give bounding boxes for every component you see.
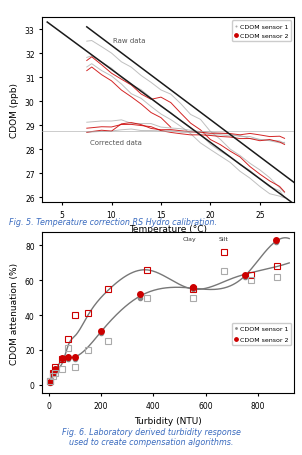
Text: Fig. 5. Temperature correction RS Hydro calibration.: Fig. 5. Temperature correction RS Hydro … bbox=[9, 217, 217, 226]
Y-axis label: CDOM (ppb): CDOM (ppb) bbox=[10, 83, 19, 138]
X-axis label: Turbidity (NTU): Turbidity (NTU) bbox=[134, 416, 202, 425]
Y-axis label: CDOM attenuation (%): CDOM attenuation (%) bbox=[10, 262, 19, 364]
Text: Corrected data: Corrected data bbox=[90, 140, 142, 146]
Legend: CDOM sensor 1, CDOM sensor 2: CDOM sensor 1, CDOM sensor 2 bbox=[232, 21, 291, 42]
Text: Silt: Silt bbox=[219, 236, 229, 241]
Text: Fig. 6. Laboratory derived turbidity response
used to create compensation algori: Fig. 6. Laboratory derived turbidity res… bbox=[62, 427, 240, 446]
Text: Raw data: Raw data bbox=[114, 38, 146, 44]
Legend: CDOM sensor 1, CDOM sensor 2: CDOM sensor 1, CDOM sensor 2 bbox=[232, 324, 291, 345]
Text: Clay: Clay bbox=[183, 236, 197, 241]
X-axis label: Temperature (°C): Temperature (°C) bbox=[129, 225, 207, 233]
